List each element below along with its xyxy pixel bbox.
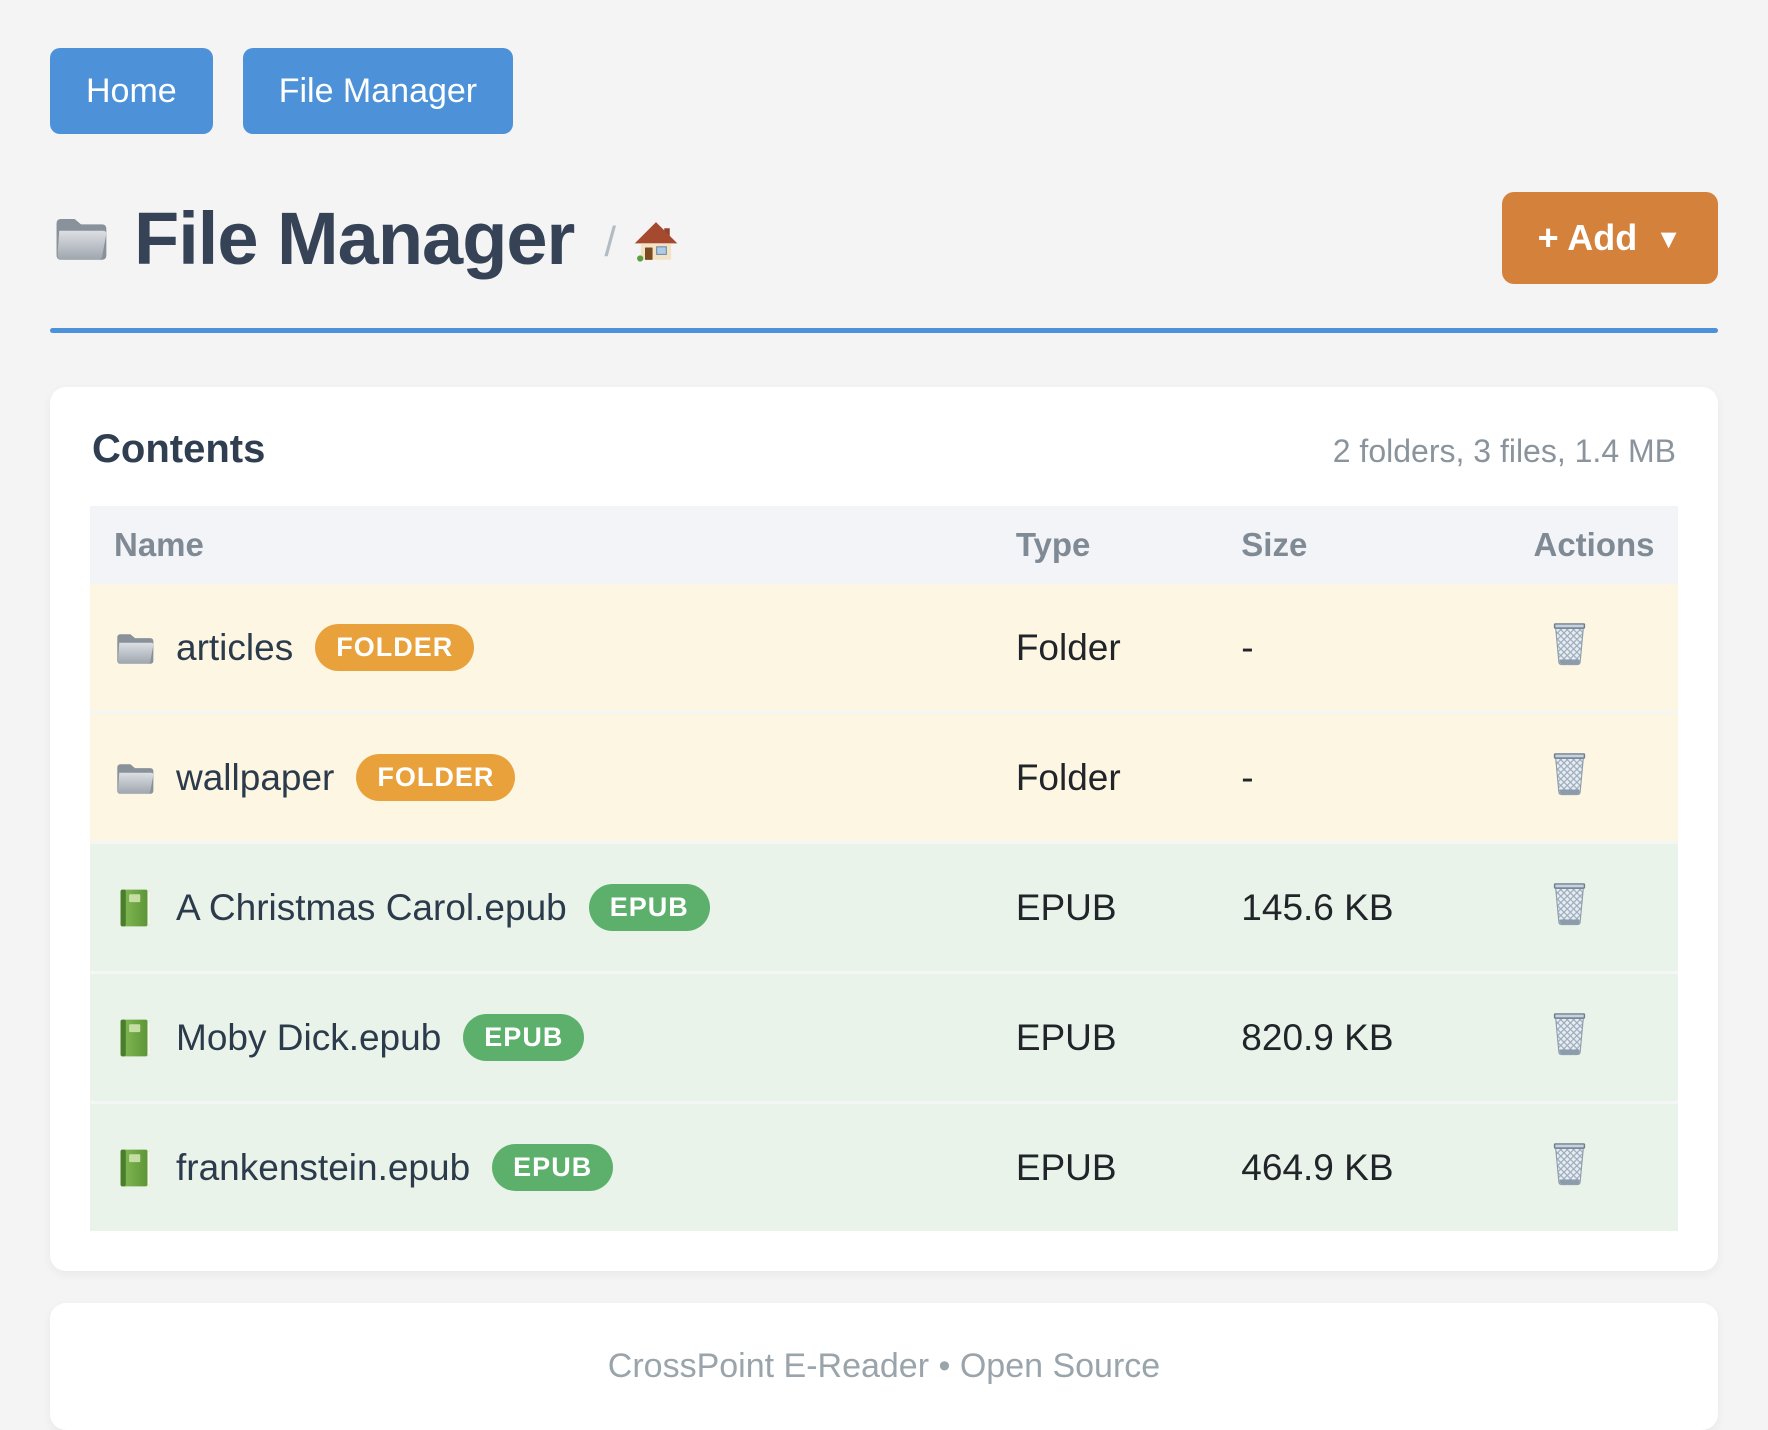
add-button-label: + Add bbox=[1537, 217, 1638, 258]
file-size: 145.6 KB bbox=[1241, 886, 1394, 928]
column-header-type: Type bbox=[1015, 506, 1242, 584]
contents-card-header: Contents 2 folders, 3 files, 1.4 MB bbox=[90, 427, 1678, 472]
file-size: 464.9 KB bbox=[1241, 1146, 1394, 1188]
file-size: - bbox=[1241, 626, 1254, 668]
type-badge: FOLDER bbox=[315, 624, 475, 671]
file-name[interactable]: articles bbox=[176, 626, 294, 668]
file-type: EPUB bbox=[1015, 1016, 1117, 1058]
type-badge: EPUB bbox=[463, 1014, 585, 1061]
type-badge: EPUB bbox=[588, 884, 710, 931]
contents-table: Name Type Size Actions articles FOLDER F… bbox=[90, 506, 1678, 1231]
file-type: Folder bbox=[1015, 626, 1121, 668]
file-type: EPUB bbox=[1015, 886, 1117, 928]
type-badge: EPUB bbox=[492, 1144, 614, 1191]
column-header-actions: Actions bbox=[1533, 506, 1678, 584]
table-row[interactable]: wallpaper FOLDER Folder - bbox=[90, 712, 1678, 843]
type-badge: FOLDER bbox=[356, 754, 516, 801]
trash-icon bbox=[1551, 1010, 1588, 1056]
contents-summary: 2 folders, 3 files, 1.4 MB bbox=[1332, 433, 1676, 469]
file-type: Folder bbox=[1015, 756, 1121, 798]
folder-icon bbox=[50, 209, 112, 267]
page-header: File Manager / + Add ▼ bbox=[50, 192, 1718, 284]
nav-file-manager-button[interactable]: File Manager bbox=[242, 48, 514, 134]
delete-button[interactable] bbox=[1551, 1010, 1588, 1056]
delete-button[interactable] bbox=[1551, 620, 1588, 666]
table-row[interactable]: articles FOLDER Folder - bbox=[90, 584, 1678, 713]
column-header-size: Size bbox=[1241, 506, 1534, 584]
file-name[interactable]: wallpaper bbox=[176, 756, 335, 798]
book-icon bbox=[114, 1017, 156, 1059]
top-nav: Home File Manager bbox=[50, 0, 1718, 134]
folder-icon bbox=[114, 757, 156, 799]
title-group: File Manager / bbox=[50, 196, 678, 281]
folder-icon bbox=[114, 627, 156, 669]
breadcrumb-separator: / bbox=[604, 218, 617, 265]
book-icon bbox=[114, 1147, 156, 1189]
caret-down-icon: ▼ bbox=[1655, 223, 1682, 254]
header-divider bbox=[50, 328, 1718, 333]
file-name[interactable]: Moby Dick.epub bbox=[176, 1016, 442, 1058]
delete-button[interactable] bbox=[1551, 750, 1588, 796]
file-name[interactable]: A Christmas Carol.epub bbox=[176, 886, 567, 928]
delete-button[interactable] bbox=[1551, 1140, 1588, 1186]
footer-text: CrossPoint E-Reader • Open Source bbox=[607, 1347, 1161, 1385]
delete-button[interactable] bbox=[1551, 880, 1588, 926]
add-button[interactable]: + Add ▼ bbox=[1501, 192, 1718, 284]
table-row[interactable]: A Christmas Carol.epub EPUB EPUB 145.6 K… bbox=[90, 842, 1678, 973]
trash-icon bbox=[1551, 1140, 1588, 1186]
trash-icon bbox=[1551, 750, 1588, 796]
file-type: EPUB bbox=[1015, 1146, 1117, 1188]
contents-card: Contents 2 folders, 3 files, 1.4 MB Name… bbox=[50, 387, 1718, 1271]
contents-heading: Contents bbox=[92, 427, 266, 471]
book-icon bbox=[114, 887, 156, 929]
home-icon[interactable] bbox=[634, 220, 678, 264]
file-name[interactable]: frankenstein.epub bbox=[176, 1146, 471, 1188]
table-row[interactable]: Moby Dick.epub EPUB EPUB 820.9 KB bbox=[90, 972, 1678, 1103]
page-title: File Manager bbox=[134, 196, 575, 280]
trash-icon bbox=[1551, 880, 1588, 926]
footer: CrossPoint E-Reader • Open Source bbox=[50, 1303, 1718, 1430]
column-header-name: Name bbox=[90, 506, 1016, 584]
trash-icon bbox=[1551, 620, 1588, 666]
file-size: - bbox=[1241, 756, 1254, 798]
file-size: 820.9 KB bbox=[1241, 1016, 1394, 1058]
nav-home-button[interactable]: Home bbox=[50, 48, 213, 134]
table-row[interactable]: frankenstein.epub EPUB EPUB 464.9 KB bbox=[90, 1102, 1678, 1231]
table-header-row: Name Type Size Actions bbox=[90, 506, 1678, 584]
